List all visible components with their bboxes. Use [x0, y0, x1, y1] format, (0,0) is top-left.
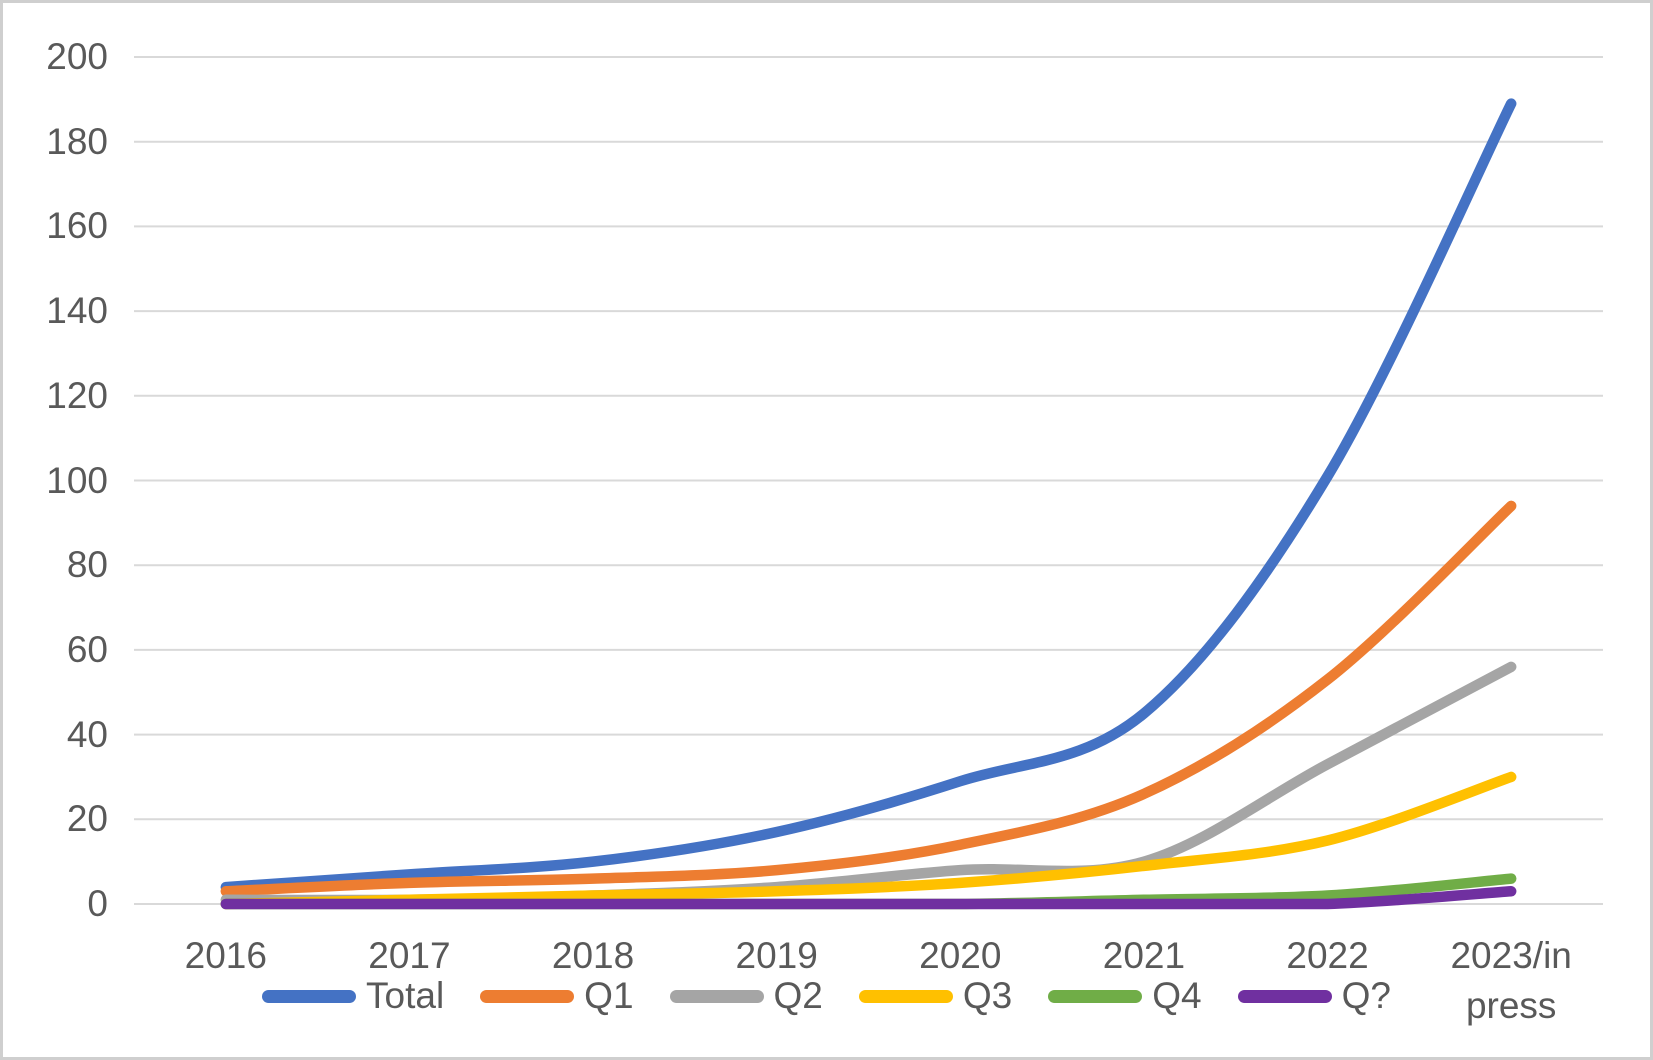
legend-line-swatch-q4 — [1048, 989, 1143, 1003]
series-line-q — [220, 886, 1517, 910]
x-axis-category-label: 2016 — [184, 935, 267, 976]
legend: Total Q1 Q2 Q3 Q4 Q? — [3, 972, 1650, 1020]
y-axis-tick-label: 180 — [46, 120, 108, 162]
legend-label: Q1 — [584, 975, 634, 1016]
x-axis-category-label: 2022 — [1286, 935, 1369, 976]
y-axis-tick-label: 160 — [46, 205, 108, 247]
legend-line-swatch-total — [262, 989, 357, 1003]
y-axis-tick-label: 140 — [46, 290, 108, 332]
plot-area — [134, 56, 1603, 910]
y-axis-tick-label: 0 — [87, 883, 108, 924]
series-line-q1 — [220, 500, 1517, 897]
x-axis-category-label: 2019 — [735, 935, 818, 976]
legend-item-q2: Q2 — [669, 975, 823, 1016]
legend-label: Q2 — [773, 975, 823, 1016]
y-axis-tick-label: 100 — [46, 459, 108, 501]
series-line-total — [220, 98, 1517, 893]
x-axis-category-label: 2020 — [919, 935, 1002, 976]
y-axis-tick-label: 120 — [46, 374, 108, 416]
y-axis-tick-label: 60 — [66, 628, 108, 670]
x-axis-category-label: 2021 — [1102, 935, 1186, 976]
x-axis-category-label: 2023/in press — [1450, 935, 1572, 1026]
legend-item-q: Q? — [1237, 975, 1391, 1016]
legend-line-swatch-q2 — [669, 989, 764, 1003]
legend-label: Total — [366, 975, 445, 1016]
x-axis-category-label: 2018 — [551, 935, 635, 976]
legend-line-swatch-q — [1237, 989, 1332, 1003]
legend-label: Q3 — [962, 975, 1013, 1016]
y-axis-tick-label: 80 — [66, 544, 108, 586]
legend-item-total: Total — [262, 976, 444, 1016]
legend-item-q1: Q1 — [480, 975, 634, 1016]
legend-label: Q4 — [1152, 975, 1202, 1016]
legend-item-q3: Q3 — [858, 975, 1013, 1016]
legend-line-swatch-q3 — [858, 989, 953, 1003]
legend-label: Q? — [1341, 975, 1391, 1016]
legend-item-q4: Q4 — [1048, 975, 1202, 1016]
y-axis-tick-label: 20 — [66, 798, 108, 840]
legend-line-swatch-q1 — [480, 989, 575, 1003]
y-axis-tick-label: 40 — [66, 713, 108, 755]
x-axis-category-label: 2017 — [368, 935, 451, 976]
y-axis-tick-label: 200 — [46, 36, 108, 77]
